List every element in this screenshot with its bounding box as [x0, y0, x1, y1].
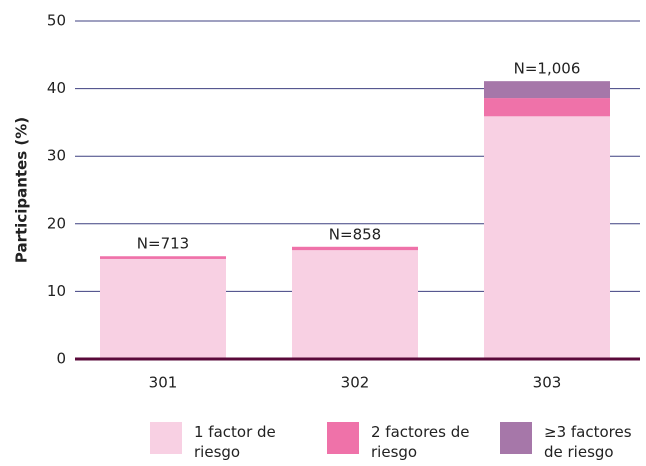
total-label: N=858 — [329, 225, 381, 243]
bar-segment — [484, 98, 610, 117]
legend-label: 2 factores de riesgo — [371, 423, 470, 461]
bar-segment — [292, 250, 418, 359]
y-tick-label: 30 — [47, 147, 66, 165]
bar-segment — [100, 256, 226, 259]
y-tick-label: 20 — [47, 214, 66, 232]
y-axis-label: Participantes (%) — [13, 117, 31, 263]
legend-label: ≥3 factores de riesgo — [544, 423, 632, 461]
y-tick-label: 50 — [47, 12, 66, 30]
x-tick-label: 301 — [149, 374, 178, 392]
legend-swatch — [500, 422, 532, 454]
total-label: N=713 — [137, 235, 189, 253]
legend-item: ≥3 factores de riesgo — [500, 422, 644, 462]
bar-segment — [292, 246, 418, 251]
bar-segment — [100, 258, 226, 359]
legend-swatch — [150, 422, 182, 454]
y-tick-label: 40 — [47, 79, 66, 97]
y-tick-label: 0 — [56, 350, 66, 368]
bar-segment — [484, 116, 610, 359]
legend-label: 1 factor de riesgo — [194, 423, 276, 461]
y-tick-label: 10 — [47, 282, 66, 300]
legend-swatch — [327, 422, 359, 454]
legend-item: 1 factor de riesgo — [150, 422, 294, 462]
legend-item: 2 factores de riesgo — [327, 422, 471, 462]
total-label: N=1,006 — [514, 60, 581, 78]
x-tick-label: 303 — [533, 374, 562, 392]
legend: 1 factor de riesgo 2 factores de riesgo ≥3… — [0, 420, 646, 466]
x-tick-label: 302 — [341, 374, 370, 392]
chart: Participantes (%) 0 10 20 30 40 50 301 N=713 302… — [13, 12, 640, 392]
bar-segment — [484, 81, 610, 99]
